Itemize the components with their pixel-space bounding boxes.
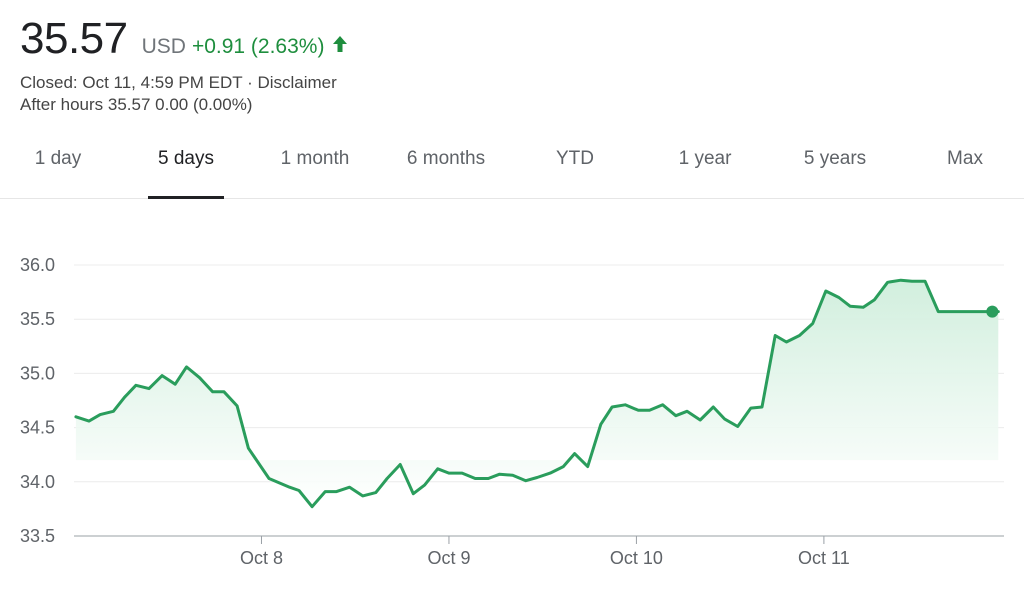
x-tick-label: Oct 10: [610, 548, 663, 568]
price-chart: 36.0 35.5 35.0 34.5 34.0 33.5 Oct 8 Oct 9 Oct 10…: [20, 255, 1004, 568]
arrow-up-icon: [333, 36, 348, 52]
x-tick-label: Oct 11: [798, 548, 850, 568]
after-hours-text: After hours 35.57 0.00 (0.00%): [20, 95, 253, 114]
quote-header: 35.57 USD +0.91 (2.63%) Closed: Oct 11, …: [20, 14, 348, 116]
y-tick-label: 35.5: [20, 309, 55, 329]
range-tabs: 1 day 5 days 1 month 6 months YTD 1 year…: [0, 128, 1024, 199]
tab-ytd[interactable]: YTD: [556, 148, 594, 169]
y-tick-label: 34.5: [20, 418, 55, 438]
current-price-dot: [986, 305, 999, 318]
price-line: [74, 278, 1000, 509]
current-price: 35.57: [20, 14, 128, 63]
tab-1-year[interactable]: 1 year: [678, 148, 732, 169]
currency-label: USD: [141, 35, 186, 58]
y-tick-label: 34.0: [20, 472, 55, 492]
active-tab-indicator: [148, 196, 224, 199]
y-tick-label: 36.0: [20, 255, 55, 275]
y-tick-label: 35.0: [20, 363, 55, 383]
price-area-fill: [75, 280, 999, 507]
y-tick-label: 33.5: [20, 526, 55, 546]
tab-5-days[interactable]: 5 days: [158, 148, 214, 169]
tab-1-month[interactable]: 1 month: [280, 148, 350, 169]
price-row: 35.57 USD +0.91 (2.63%): [20, 14, 348, 64]
tab-1-day[interactable]: 1 day: [34, 148, 82, 169]
price-change: +0.91 (2.63%): [191, 35, 325, 58]
closed-time-text: Closed: Oct 11, 4:59 PM EDT · Disclaimer: [20, 73, 337, 92]
quote-meta: Closed: Oct 11, 4:59 PM EDT · Disclaimer…: [20, 72, 348, 116]
x-tick-label: Oct 8: [240, 548, 283, 568]
tab-6-months[interactable]: 6 months: [406, 148, 486, 169]
tab-max[interactable]: Max: [947, 148, 983, 169]
tab-5-years[interactable]: 5 years: [803, 148, 867, 169]
x-tick-label: Oct 9: [427, 548, 470, 568]
